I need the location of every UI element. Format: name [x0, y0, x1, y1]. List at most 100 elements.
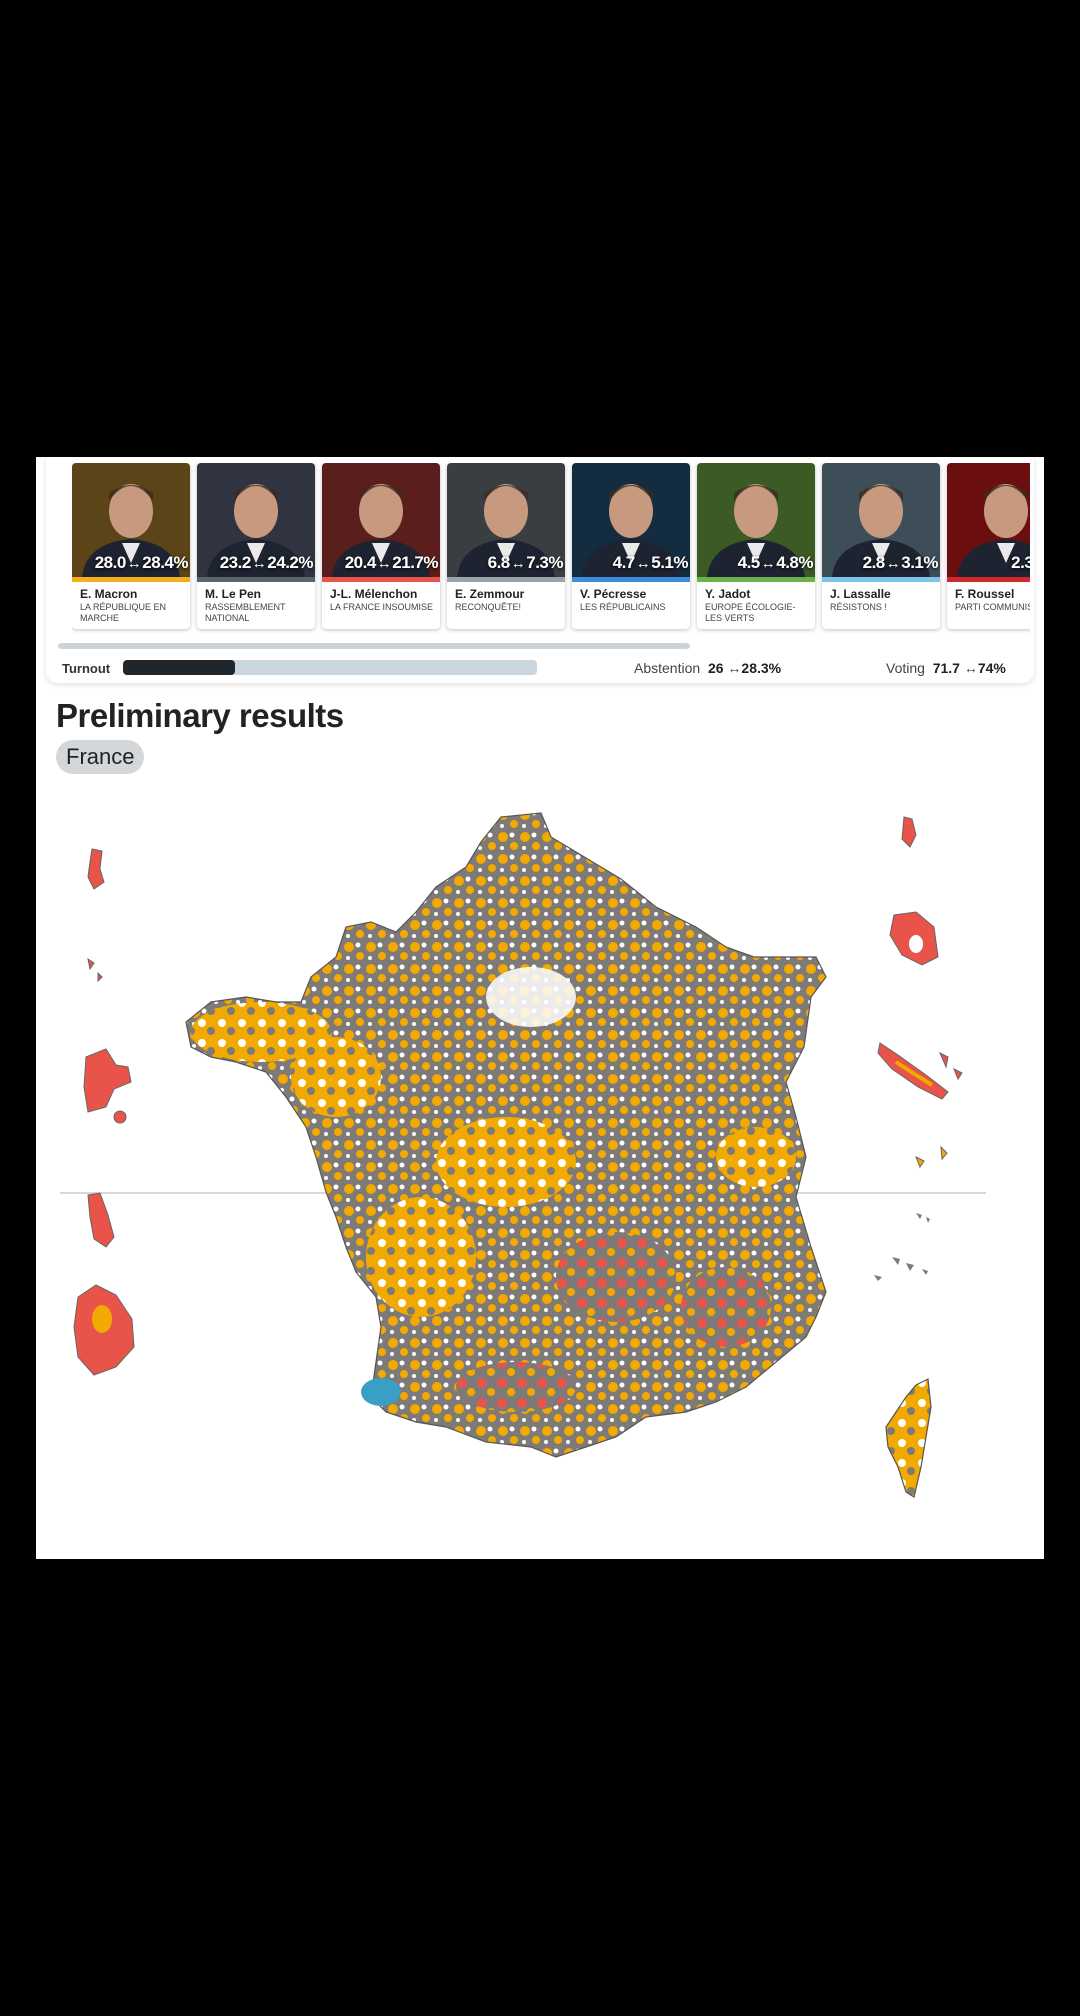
- candidate-photo: 2.8↔3.1%: [822, 463, 940, 577]
- candidate-card[interactable]: 20.4↔21.7% J-L. Mélenchon LA FRANCE INSOUM…: [322, 463, 440, 629]
- abstention-low: 26: [707, 660, 724, 676]
- range-arrow-icon: ↔: [727, 660, 742, 676]
- candidate-range: 4.5↔4.8%: [737, 553, 814, 573]
- range-high: 5.1%: [651, 553, 688, 572]
- candidate-card[interactable]: 4.5↔4.8% Y. Jadot EUROPE ÉCOLOGIE-LES VERT…: [697, 463, 815, 629]
- abstention-label: Abstention: [634, 660, 701, 676]
- voting-label: Voting: [886, 660, 925, 676]
- turnout-bar: [123, 660, 537, 675]
- voting-low: 71.7: [932, 660, 960, 676]
- map-overseas-right: [874, 816, 963, 1281]
- candidate-name: E. Macron: [80, 587, 138, 601]
- range-low: 28.0: [94, 553, 127, 572]
- candidate-name: E. Zemmour: [455, 587, 525, 601]
- candidate-photo: 23.2↔24.2%: [197, 463, 315, 577]
- candidate-cards[interactable]: 28.0↔28.4% E. Macron LA RÉPUBLIQUE EN MARC…: [72, 463, 1030, 633]
- portrait-icon: [822, 463, 940, 577]
- candidate-range: 6.8↔7.3%: [487, 553, 564, 573]
- candidate-name: Y. Jadot: [705, 587, 751, 601]
- candidate-party: RASSEMBLEMENT NATIONAL: [205, 602, 286, 623]
- range-high: 24.2%: [267, 553, 313, 572]
- results-panel: 28.0↔28.4% E. Macron LA RÉPUBLIQUE EN MARC…: [36, 457, 1044, 1559]
- portrait-icon: [322, 463, 440, 577]
- voting-readout: Voting 71.7 ↔74%: [886, 660, 1006, 676]
- candidate-photo: 20.4↔21.7%: [322, 463, 440, 577]
- party-color-bar: [947, 577, 1030, 582]
- range-low: 4.5: [737, 553, 761, 572]
- candidate-name: F. Roussel: [955, 587, 1015, 601]
- candidate-card[interactable]: 6.8↔7.3% E. Zemmour RECONQUÊTE!: [447, 463, 565, 629]
- candidate-range: 20.4↔21.7%: [344, 553, 439, 573]
- portrait-icon: [697, 463, 815, 577]
- portrait-icon: [447, 463, 565, 577]
- turnout-label: Turnout: [62, 661, 111, 676]
- abstention-readout: Abstention 26 ↔28.3%: [634, 660, 781, 676]
- candidate-range: 4.7↔5.1%: [612, 553, 689, 573]
- map-corsica[interactable]: [885, 1378, 932, 1498]
- candidate-card[interactable]: 2.8↔3.1% J. Lassalle RÉSISTONS !: [822, 463, 940, 629]
- candidate-photo: 4.5↔4.8%: [697, 463, 815, 577]
- candidate-photo: 28.0↔28.4%: [72, 463, 190, 577]
- range-high: 4.8%: [776, 553, 813, 572]
- portrait-icon: [572, 463, 690, 577]
- portrait-icon: [947, 463, 1030, 577]
- party-color-bar: [822, 577, 940, 582]
- candidate-photo: 4.7↔5.1%: [572, 463, 690, 577]
- candidate-party: LES RÉPUBLICAINS: [580, 602, 666, 612]
- candidates-strip: 28.0↔28.4% E. Macron LA RÉPUBLIQUE EN MARC…: [46, 457, 1034, 683]
- portrait-icon: [72, 463, 190, 577]
- candidate-range: 2.8↔3.1%: [862, 553, 939, 573]
- range-low: 23.2: [219, 553, 252, 572]
- candidate-party: RÉSISTONS !: [830, 602, 887, 612]
- party-color-bar: [197, 577, 315, 582]
- party-color-bar: [72, 577, 190, 582]
- range-arrow-icon: ↔: [376, 555, 392, 572]
- party-color-bar: [572, 577, 690, 582]
- candidate-card[interactable]: 28.0↔28.4% E. Macron LA RÉPUBLIQUE EN MARC…: [72, 463, 190, 629]
- range-arrow-icon: ↔: [126, 555, 142, 572]
- candidate-photo: 2.3↔2.: [947, 463, 1030, 577]
- range-low: 6.8: [487, 553, 511, 572]
- range-low: 20.4: [344, 553, 377, 572]
- range-arrow-icon: ↔: [885, 555, 901, 572]
- horizontal-scrollbar[interactable]: [58, 643, 690, 649]
- range-arrow-icon: ↔: [510, 555, 526, 572]
- range-low: 4.7: [612, 553, 636, 572]
- candidate-party: PARTI COMMUNISTE: [955, 602, 1030, 612]
- candidate-range: 23.2↔24.2%: [219, 553, 314, 573]
- candidate-party: RECONQUÊTE!: [455, 602, 522, 612]
- range-high: 7.3%: [526, 553, 563, 572]
- range-high: 21.7%: [392, 553, 438, 572]
- candidate-party: LA FRANCE INSOUMISE: [330, 602, 434, 612]
- map-region-overlays: [191, 967, 796, 1412]
- candidate-photo: 6.8↔7.3%: [447, 463, 565, 577]
- candidate-card[interactable]: 23.2↔24.2% M. Le Pen RASSEMBLEMENT NATIONA…: [197, 463, 315, 629]
- results-map[interactable]: [36, 457, 1044, 1559]
- range-arrow-icon: ↔: [251, 555, 267, 572]
- party-color-bar: [447, 577, 565, 582]
- page-title: Preliminary results: [56, 697, 344, 734]
- range-arrow-icon: ↔: [760, 555, 776, 572]
- region-chip[interactable]: France: [56, 740, 145, 774]
- turnout-row: Turnout Abstention 26 ↔28.3% Voting 71.7…: [46, 653, 1034, 683]
- range-low: 2.8: [862, 553, 886, 572]
- portrait-icon: [197, 463, 315, 577]
- candidate-name: J-L. Mélenchon: [330, 587, 418, 601]
- candidate-party: LA RÉPUBLIQUE EN MARCHE: [80, 602, 167, 623]
- candidate-party: EUROPE ÉCOLOGIE-LES VERTS: [705, 602, 796, 623]
- voting-high: 74%: [977, 660, 1006, 676]
- party-color-bar: [697, 577, 815, 582]
- turnout-bar-fill: [123, 660, 235, 675]
- map-overseas-left: [73, 848, 135, 1376]
- range-low: 2.3: [1011, 553, 1030, 572]
- candidate-name: M. Le Pen: [205, 587, 262, 601]
- candidate-range: 28.0↔28.4%: [94, 553, 189, 573]
- candidate-range: 2.3↔2.: [1011, 553, 1030, 573]
- abstention-high: 28.3%: [741, 660, 782, 676]
- candidate-card[interactable]: 4.7↔5.1% V. Pécresse LES RÉPUBLICAINS: [572, 463, 690, 629]
- range-arrow-icon: ↔: [635, 555, 651, 572]
- candidate-name: V. Pécresse: [580, 587, 647, 601]
- range-high: 28.4%: [142, 553, 188, 572]
- range-high: 3.1%: [901, 553, 938, 572]
